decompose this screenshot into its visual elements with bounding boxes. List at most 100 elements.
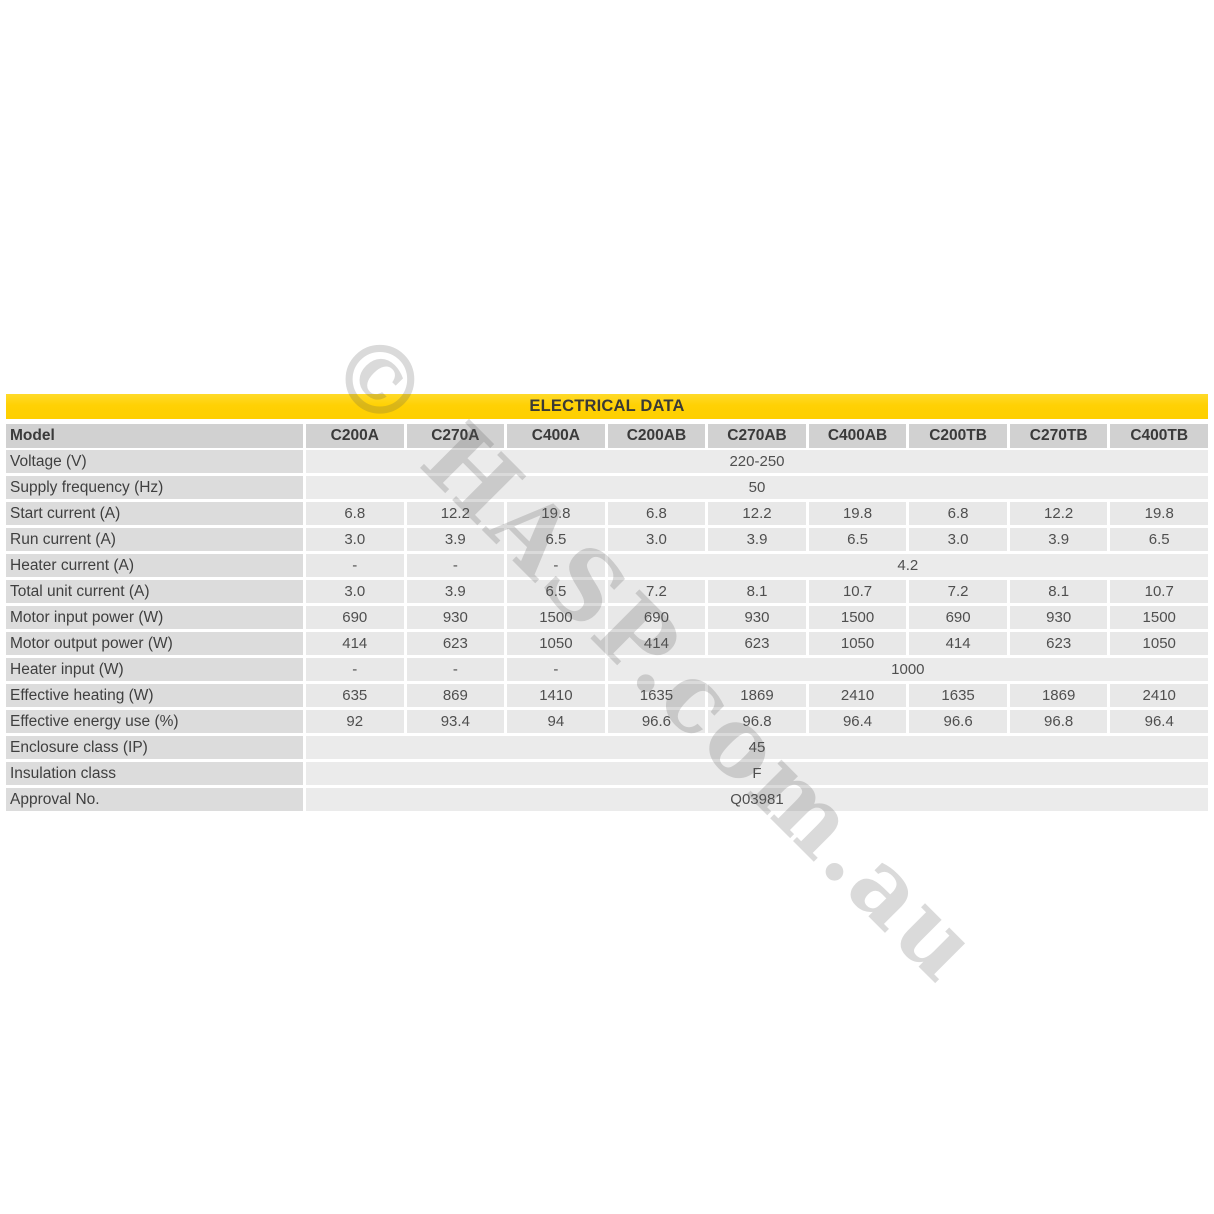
table-cell: 7.2	[607, 580, 706, 603]
row-label: Approval No.	[6, 788, 303, 811]
table-cell: 3.0	[306, 528, 404, 551]
column-header-c200tb: C200TB	[909, 424, 1007, 448]
table-cell: 45	[306, 736, 1208, 759]
table-cell: 220-250	[306, 450, 1208, 473]
table-cell: 930	[406, 606, 505, 629]
table-cell: 414	[607, 632, 706, 655]
table-cell: 1050	[507, 632, 605, 655]
row-label: Supply frequency (Hz)	[6, 476, 303, 499]
table-cell: 3.9	[406, 580, 505, 603]
column-header-c400a: C400A	[507, 424, 605, 448]
table-cell: -	[406, 658, 505, 681]
table-cell: 10.7	[808, 580, 907, 603]
table-cell: 6.5	[808, 528, 907, 551]
row-label: Run current (A)	[6, 528, 303, 551]
table-cell: -	[507, 658, 605, 681]
table-cell: 1500	[507, 606, 605, 629]
table-cell: 1869	[708, 684, 806, 707]
table-cell: 1050	[808, 632, 907, 655]
table-cell: 635	[306, 684, 404, 707]
column-header-c270tb: C270TB	[1009, 424, 1108, 448]
row-label: Motor input power (W)	[6, 606, 303, 629]
table-cell: 19.8	[808, 502, 907, 525]
table-cell: 414	[909, 632, 1007, 655]
row-label: Total unit current (A)	[6, 580, 303, 603]
row-label: Effective heating (W)	[6, 684, 303, 707]
column-header-c400tb: C400TB	[1110, 424, 1208, 448]
table-cell: 2410	[808, 684, 907, 707]
table-cell: 1635	[909, 684, 1007, 707]
column-header-c200a: C200A	[306, 424, 404, 448]
table-cell: -	[306, 658, 404, 681]
table-cell: 3.9	[406, 528, 505, 551]
table-cell: 6.8	[607, 502, 706, 525]
table-cell: 92	[306, 710, 404, 733]
table-cell: 8.1	[1009, 580, 1108, 603]
table-cell: 4.2	[607, 554, 1208, 577]
table-cell: 623	[1009, 632, 1108, 655]
table-cell: -	[306, 554, 404, 577]
row-label: Insulation class	[6, 762, 303, 785]
table-cell: 690	[607, 606, 706, 629]
table-cell: 6.5	[507, 528, 605, 551]
table-cell: 930	[708, 606, 806, 629]
table-title: ELECTRICAL DATA	[529, 397, 685, 415]
table-cell: 623	[406, 632, 505, 655]
table-cell: 3.0	[607, 528, 706, 551]
table-cell: 7.2	[909, 580, 1007, 603]
table-cell: 12.2	[1009, 502, 1108, 525]
table-cell: 869	[406, 684, 505, 707]
table-cell: 3.9	[1009, 528, 1108, 551]
table-title-band: ELECTRICAL DATA	[6, 394, 1208, 419]
table-cell: 50	[306, 476, 1208, 499]
table-cell: 1500	[1110, 606, 1208, 629]
table-cell: 1869	[1009, 684, 1108, 707]
row-label: Motor output power (W)	[6, 632, 303, 655]
table-cell: 1000	[607, 658, 1208, 681]
table-cell: 6.5	[1110, 528, 1208, 551]
table-cell: 19.8	[507, 502, 605, 525]
table-cell: 3.9	[708, 528, 806, 551]
table-cell: 690	[909, 606, 1007, 629]
table-cell: 96.8	[708, 710, 806, 733]
table-cell: 6.8	[909, 502, 1007, 525]
table-cell: 1635	[607, 684, 706, 707]
electrical-data-table: ELECTRICAL DATA Model C200A C270A C400A C200…	[6, 394, 1208, 811]
table-cell: 3.0	[909, 528, 1007, 551]
table-cell: 1500	[808, 606, 907, 629]
table-cell: 12.2	[708, 502, 806, 525]
table-cell: 12.2	[406, 502, 505, 525]
spec-table-grid: Model C200A C270A C400A C200AB C270AB C400AB C2…	[6, 424, 1208, 811]
table-cell: 19.8	[1110, 502, 1208, 525]
table-cell: 1050	[1110, 632, 1208, 655]
column-header-c270a: C270A	[406, 424, 505, 448]
row-label: Heater current (A)	[6, 554, 303, 577]
table-cell: 93.4	[406, 710, 505, 733]
table-cell: 94	[507, 710, 605, 733]
column-header-c400ab: C400AB	[808, 424, 907, 448]
row-label: Heater input (W)	[6, 658, 303, 681]
column-header-model: Model	[6, 424, 303, 448]
table-cell: 10.7	[1110, 580, 1208, 603]
table-cell: -	[507, 554, 605, 577]
table-cell: 690	[306, 606, 404, 629]
table-cell: F	[306, 762, 1208, 785]
row-label: Voltage (V)	[6, 450, 303, 473]
row-label: Enclosure class (IP)	[6, 736, 303, 759]
row-label: Start current (A)	[6, 502, 303, 525]
table-cell: 6.5	[507, 580, 605, 603]
table-cell: Q03981	[306, 788, 1208, 811]
table-cell: 6.8	[306, 502, 404, 525]
table-cell: 96.8	[1009, 710, 1108, 733]
column-header-c200ab: C200AB	[607, 424, 706, 448]
column-header-c270ab: C270AB	[708, 424, 806, 448]
table-cell: 414	[306, 632, 404, 655]
table-cell: 930	[1009, 606, 1108, 629]
table-cell: 623	[708, 632, 806, 655]
table-cell: 96.4	[808, 710, 907, 733]
table-cell: -	[406, 554, 505, 577]
table-cell: 2410	[1110, 684, 1208, 707]
table-cell: 3.0	[306, 580, 404, 603]
table-cell: 96.4	[1110, 710, 1208, 733]
table-cell: 8.1	[708, 580, 806, 603]
